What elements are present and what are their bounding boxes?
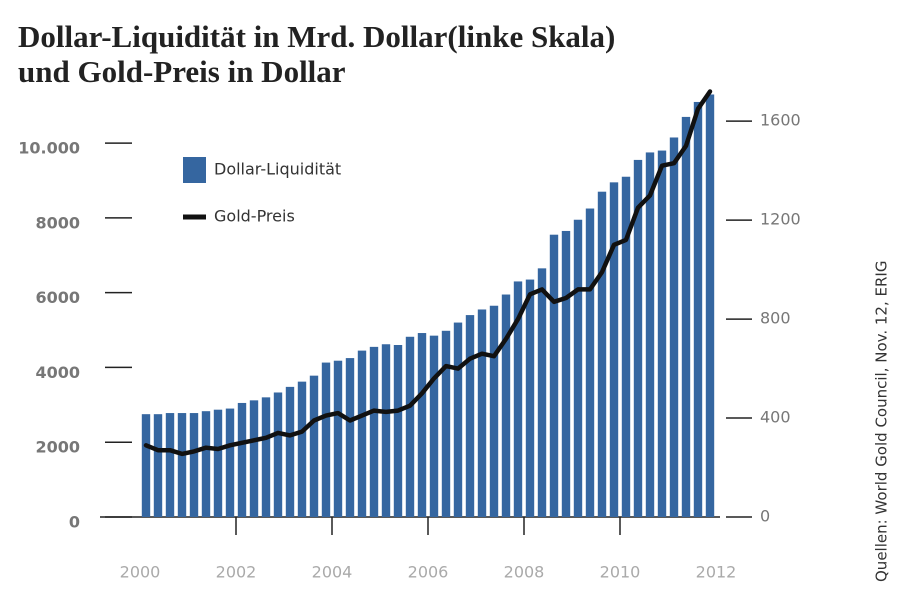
bar (393, 345, 403, 517)
y2-tick-label: 1200 (760, 210, 801, 229)
y2-tick-label: 400 (760, 408, 791, 427)
y-tick-label: 0 (69, 513, 80, 532)
bar (333, 360, 343, 517)
bar (645, 152, 655, 517)
x-tick-label: 2008 (504, 563, 545, 582)
x-tick-label: 2000 (120, 563, 161, 582)
bar (285, 386, 295, 517)
bar (429, 335, 439, 517)
bar (189, 413, 199, 517)
chart-title: und Gold-Preis in Dollar (18, 54, 346, 89)
legend-swatch (183, 157, 206, 183)
y-tick-label: 8000 (35, 213, 80, 232)
bar (153, 414, 163, 517)
bar (357, 350, 367, 517)
bar (693, 101, 703, 518)
bar (621, 176, 631, 517)
bar (309, 375, 319, 517)
bar (405, 336, 415, 517)
bar (561, 230, 571, 517)
bar (549, 234, 559, 517)
bar (249, 400, 259, 517)
bar (453, 322, 463, 517)
bar (237, 402, 247, 517)
bar (585, 208, 595, 518)
y2-tick-label: 1600 (760, 111, 801, 130)
bar (705, 94, 715, 517)
source: Quellen: World Gold Council, Nov. 12, ER… (873, 261, 891, 582)
bar (273, 392, 283, 517)
bar (417, 333, 427, 517)
bar (501, 294, 511, 517)
bar (321, 362, 331, 517)
y2-tick-label: 0 (760, 507, 770, 526)
bar (369, 346, 379, 517)
x-tick-label: 2006 (408, 563, 449, 582)
bar (201, 411, 211, 517)
bar (525, 279, 535, 517)
bar (141, 414, 151, 517)
bar (165, 413, 175, 517)
x-tick-label: 2010 (600, 563, 641, 582)
bar (657, 150, 667, 517)
bar (633, 159, 643, 518)
bar (345, 358, 355, 517)
chart-title: Dollar-Liquidität in Mrd. Dollar(linke S… (18, 19, 615, 54)
bar (609, 182, 619, 517)
bar (597, 191, 607, 517)
bar (513, 281, 523, 517)
bar (537, 268, 547, 517)
bar (489, 305, 499, 517)
legend-label: Gold-Preis (214, 207, 295, 226)
bar (225, 408, 235, 517)
y-tick-label: 10.000 (18, 139, 80, 158)
bar (669, 137, 679, 517)
bar (681, 116, 691, 518)
x-tick-label: 2002 (216, 563, 257, 582)
bar (477, 309, 487, 517)
legend-label: Dollar-Liquidität (214, 160, 341, 179)
bar (213, 409, 223, 517)
bar (381, 344, 391, 517)
x-tick-label: 2012 (696, 563, 737, 582)
y2-tick-label: 800 (760, 309, 791, 328)
y-tick-label: 4000 (35, 363, 80, 382)
bar (261, 397, 271, 517)
bar (573, 219, 583, 517)
y-tick-label: 2000 (35, 438, 80, 457)
y-tick-label: 6000 (35, 288, 80, 307)
bar (177, 413, 187, 517)
bar (465, 315, 475, 517)
bar (441, 330, 451, 517)
line (143, 89, 713, 457)
bar (297, 381, 307, 517)
x-tick-label: 2004 (312, 563, 353, 582)
